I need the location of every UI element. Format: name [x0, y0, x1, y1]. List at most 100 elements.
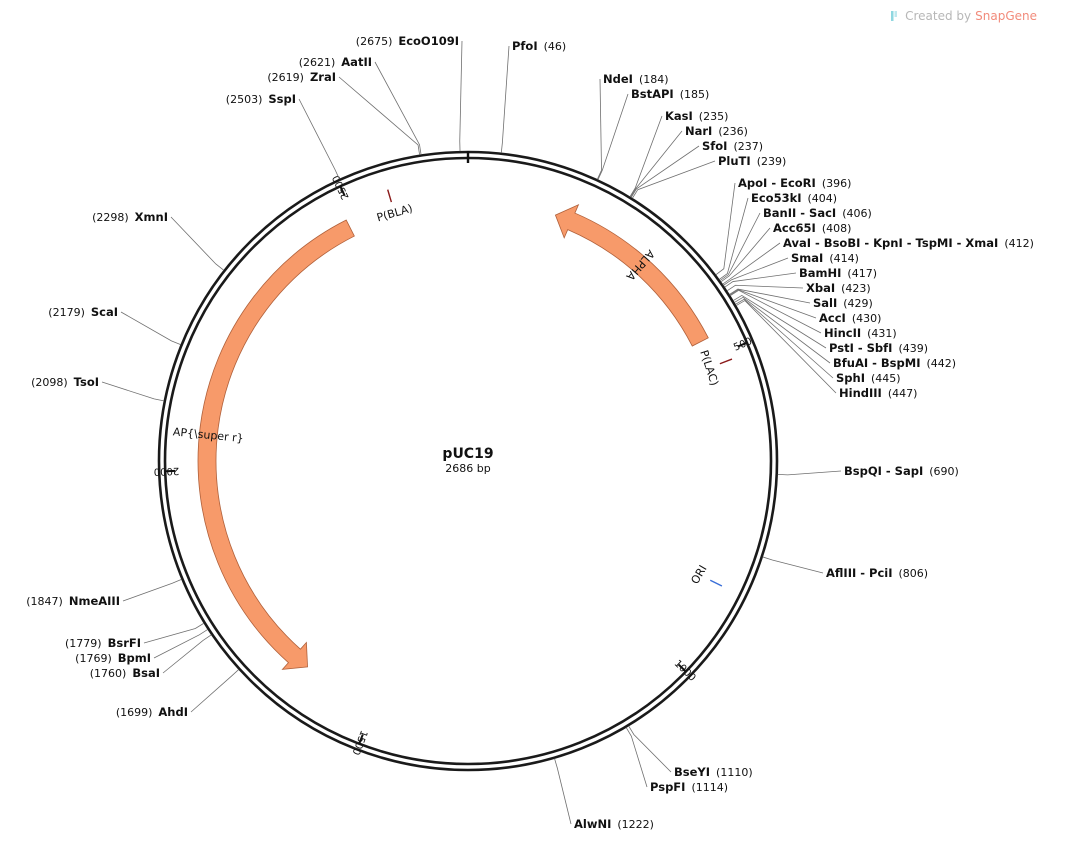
site-label: BamHI (417) — [799, 266, 877, 280]
site-position: (235) — [699, 110, 729, 123]
site-position: (430) — [852, 312, 882, 325]
snapgene-credit: Created by SnapGene — [890, 9, 1037, 23]
tick-mark-1500 — [358, 734, 364, 744]
site-name: SmaI — [791, 251, 823, 265]
site-leader-24 — [735, 298, 834, 379]
feature-arrow-1 — [197, 219, 355, 670]
site-name: SphI — [836, 371, 865, 385]
marker-label-0: P(LAC) — [697, 349, 721, 388]
site-name: ScaI — [91, 305, 118, 319]
site-position: (1222) — [617, 818, 654, 831]
site-name: Acc65I — [773, 221, 816, 235]
site-name: NmeAIII — [69, 594, 120, 608]
site-label: AflIII - PciI (806) — [826, 566, 928, 580]
site-position: (2098) — [31, 376, 68, 389]
site-leader-1 — [500, 45, 510, 153]
site-name: BpmI — [118, 651, 151, 665]
site-leader-36 — [153, 629, 208, 659]
site-position: (408) — [822, 222, 852, 235]
site-label: (2098) TsoI — [31, 375, 99, 389]
site-name: EcoO109I — [398, 34, 459, 48]
site-name: BfuAI - BspMI — [833, 356, 920, 370]
site-leader-23 — [734, 296, 831, 364]
site-position: (236) — [718, 125, 748, 138]
site-name: XbaI — [806, 281, 835, 295]
site-name: AhdI — [158, 705, 188, 719]
site-label: SmaI (414) — [791, 251, 859, 265]
tick-label-2000: 2000 — [154, 465, 180, 477]
tick-mark-2500 — [339, 186, 346, 196]
site-label: (2675) EcoO109I — [356, 34, 459, 48]
site-leader-34 — [122, 579, 182, 602]
site-name: NarI — [685, 124, 712, 138]
site-label: BfuAI - BspMI (442) — [833, 356, 956, 370]
credit-prefix: Created by — [905, 9, 972, 23]
site-label: KasI (235) — [665, 109, 728, 123]
site-name: PspFI — [650, 780, 685, 794]
site-leader-21 — [730, 289, 822, 334]
site-name: BspQI - SapI — [844, 464, 923, 478]
site-position: (1760) — [90, 667, 127, 680]
site-label: Acc65I (408) — [773, 221, 851, 235]
site-name: ApoI - EcoRI — [738, 176, 816, 190]
site-label: BseYI (1110) — [674, 765, 753, 779]
site-label: AvaI - BsoBI - KpnI - TspMI - XmaI (412) — [783, 236, 1034, 250]
site-leader-15 — [722, 242, 781, 285]
site-position: (396) — [822, 177, 852, 190]
site-position: (1114) — [691, 781, 728, 794]
site-label: SalI (429) — [813, 296, 873, 310]
site-position: (404) — [808, 192, 838, 205]
site-position: (184) — [639, 73, 669, 86]
site-name: AlwNI — [574, 817, 611, 831]
site-label: ApoI - EcoRI (396) — [738, 176, 851, 190]
site-name: SalI — [813, 296, 837, 310]
site-name: PstI - SbfI — [829, 341, 892, 355]
site-position: (447) — [888, 387, 918, 400]
site-label: (1699) AhdI — [116, 705, 188, 719]
site-name: BamHI — [799, 266, 841, 280]
site-position: (445) — [871, 372, 901, 385]
site-leader-6 — [597, 93, 629, 180]
feature-arrow-0 — [554, 204, 709, 347]
site-label: (1769) BpmI — [75, 651, 151, 665]
site-name: BstAPI — [631, 87, 674, 101]
site-leader-29 — [625, 727, 648, 788]
site-leader-12 — [719, 197, 749, 280]
site-label: AlwNI (1222) — [574, 817, 654, 831]
site-leader-38 — [190, 669, 239, 713]
site-position: (2675) — [356, 35, 393, 48]
site-leader-17 — [724, 272, 797, 288]
site-leader-18 — [726, 284, 804, 292]
site-position: (442) — [926, 357, 956, 370]
site-position: (1779) — [65, 637, 102, 650]
site-leader-3 — [338, 76, 421, 155]
site-name: PluTI — [718, 154, 751, 168]
site-name: BseYI — [674, 765, 710, 779]
site-label: BanII - SacI (406) — [763, 206, 872, 220]
plasmid-name: pUC19 — [442, 446, 493, 462]
site-label: (1847) NmeAIII — [26, 594, 120, 608]
plasmid-length: 2686 bp — [445, 462, 490, 475]
site-name: TsoI — [74, 375, 99, 389]
site-position: (806) — [899, 567, 929, 580]
site-name: XmnI — [135, 210, 168, 224]
site-position: (2619) — [267, 71, 304, 84]
site-position: (417) — [847, 267, 877, 280]
site-label: NarI (236) — [685, 124, 748, 138]
site-label: (1779) BsrFI — [65, 636, 141, 650]
site-name: PfoI — [512, 39, 538, 53]
site-position: (2298) — [92, 211, 129, 224]
site-label: HindIII (447) — [839, 386, 917, 400]
site-label: (2621) AatII — [299, 55, 372, 69]
site-name: AccI — [819, 311, 846, 325]
site-name: HindIII — [839, 386, 882, 400]
backbone — [157, 150, 779, 772]
site-position: (690) — [929, 465, 959, 478]
marker-line-1 — [709, 579, 723, 587]
site-position: (1769) — [75, 652, 112, 665]
marker-label-2: P(BLA) — [375, 202, 414, 225]
site-leader-32 — [120, 311, 181, 346]
restriction-sites: (2675) EcoO109I PfoI (46) (2621) AatII (2619) Z… — [26, 34, 1034, 831]
site-label: (2619) ZraI — [267, 70, 336, 84]
site-label: BstAPI (185) — [631, 87, 709, 101]
